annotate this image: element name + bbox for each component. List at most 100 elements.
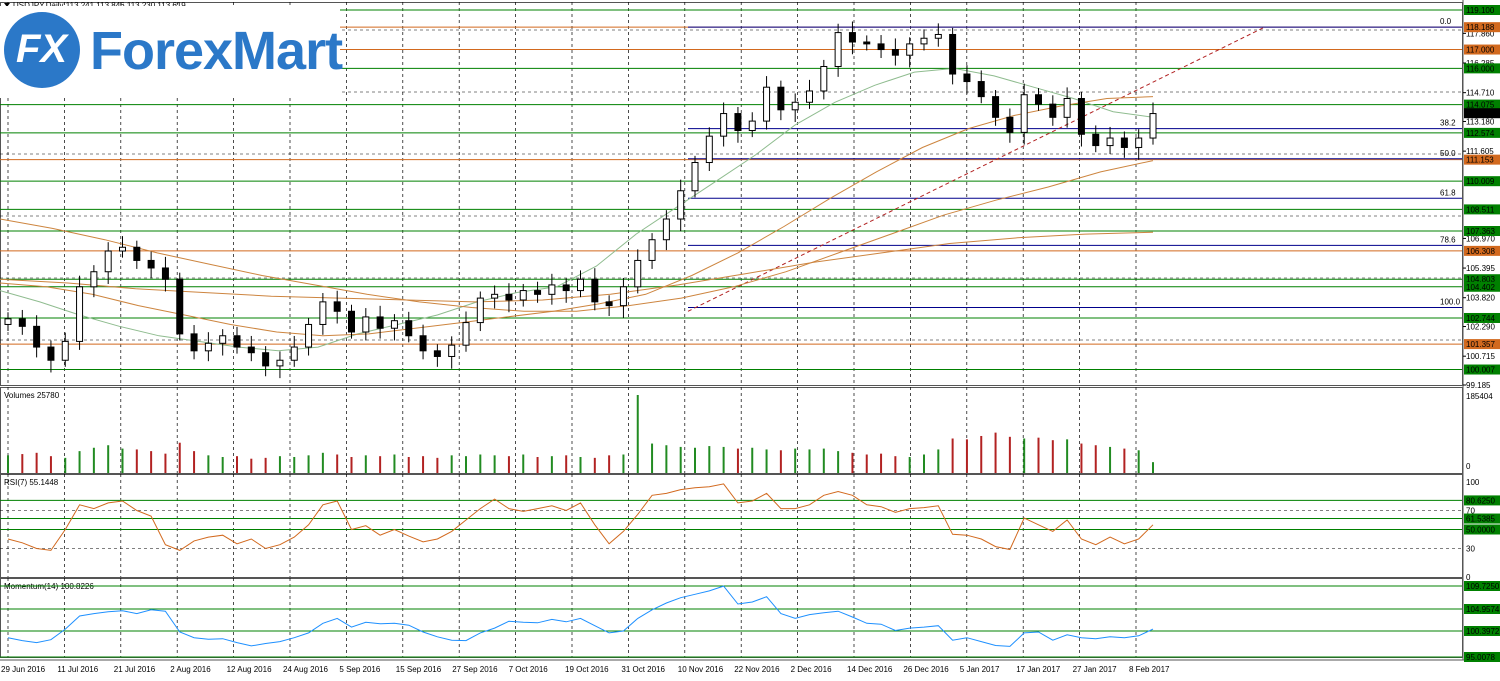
volume-axis-label: 0 [1466,462,1471,471]
candle-body [519,290,527,301]
candle-body [262,352,270,367]
trendline [687,26,1266,312]
candle-body [362,316,370,333]
candle-body [1063,98,1071,118]
candle-body [577,278,584,292]
momentum-level-badge [1464,581,1500,591]
candle-body [605,301,613,307]
x-tick-label: 11 Jul 2016 [57,665,98,674]
momentum-level-label: 95.0078 [1466,653,1495,662]
level-label: 118.188 [1466,23,1495,32]
candle-body [920,37,928,45]
candle-body [276,359,284,367]
candle-body [33,325,41,348]
candle-body [104,250,112,273]
candle-body [963,73,971,83]
level-badge [1464,245,1500,256]
candle-body [133,246,141,261]
candle-body [934,33,942,39]
candle-body [147,259,155,269]
candle-body [1077,98,1085,135]
candle-body [619,286,627,307]
price-tick-label: 103.820 [1466,294,1495,303]
logo-mark: FX [4,12,80,88]
candle-body [734,113,742,132]
level-label: 104.803 [1466,275,1495,284]
level-badge [1464,44,1500,55]
x-tick-label: 31 Oct 2016 [621,665,665,674]
x-tick-label: 12 Aug 2016 [227,665,272,674]
price-tick-label: 99.185 [1466,381,1491,390]
candle-body [977,81,985,98]
rsi-axis-label: 100 [1466,478,1480,487]
candle-body [305,323,313,348]
level-badge [1464,312,1500,323]
logo-wordmark: ForexMart [90,21,343,81]
forexmart-logo: FX ForexMart [0,6,343,98]
candle-body [462,322,470,346]
level-label: 114.075 [1466,101,1495,110]
logo-mark-text: FX [16,27,68,71]
price-tick-label: 102.290 [1466,323,1495,332]
candle-body [433,350,441,357]
candle-body [534,290,542,295]
level-label: 106.308 [1466,247,1495,256]
candle-body [390,320,398,329]
level-badge [1464,154,1500,165]
moving-average-line [0,96,1154,337]
level-badge [1464,5,1500,15]
fib-label: 50.0 [1440,149,1456,158]
momentum-line [7,585,1154,647]
level-label: 112.574 [1466,129,1495,138]
chart-menu-icon [4,3,10,7]
level-label: 107.363 [1466,227,1495,236]
candle-body [1135,137,1143,148]
candle-body [691,162,699,192]
candle-body [1006,116,1014,133]
candle-body [476,297,484,324]
level-label: 101.357 [1466,340,1495,349]
level-label: 111.153 [1466,156,1494,165]
candle-body [233,335,241,348]
x-tick-label: 21 Jul 2016 [114,665,156,674]
momentum-level-label: 100.3972 [1466,627,1500,636]
x-tick-label: 19 Oct 2016 [565,665,609,674]
rsi-pane-frame [0,474,1463,578]
level-badge [1464,22,1500,33]
volume-title: Volumes 25780 [4,391,60,400]
candle-body [906,43,914,56]
candle-body [76,286,84,342]
rsi-axis-label: 30 [1466,545,1475,554]
level-label: 104.402 [1466,283,1495,292]
candle-body [677,190,685,220]
current-price-label: 113.619 [1466,109,1495,118]
x-tick-label: 5 Jan 2017 [960,665,1000,674]
level-badge [1464,339,1500,350]
level-label: 110.009 [1466,177,1495,186]
candle-body [1149,113,1157,139]
candle-body [877,43,885,51]
rsi-level-badge [1464,524,1500,535]
x-tick-label: 15 Sep 2016 [396,665,442,674]
level-label: 116.000 [1466,64,1495,73]
level-badge [1464,127,1500,138]
rsi-level-badge [1464,513,1500,524]
x-tick-label: 22 Nov 2016 [734,665,780,674]
candle-body [1106,137,1114,147]
x-tick-label: 26 Dec 2016 [903,665,949,674]
x-tick-label: 29 Jun 2016 [1,665,46,674]
x-tick-label: 24 Aug 2016 [283,665,328,674]
candle-body [791,101,799,111]
level-badge [1464,226,1500,237]
momentum-level-badge [1464,652,1500,662]
rsi-axis-label: 0 [1466,573,1471,582]
candle-body [61,340,69,361]
candle-body [47,346,55,361]
candle-body [720,113,728,137]
candle-body [161,267,169,280]
x-tick-label: 17 Jan 2017 [1016,665,1061,674]
candle-body [319,301,327,325]
candle-body [491,293,499,299]
candle-body [949,33,957,75]
